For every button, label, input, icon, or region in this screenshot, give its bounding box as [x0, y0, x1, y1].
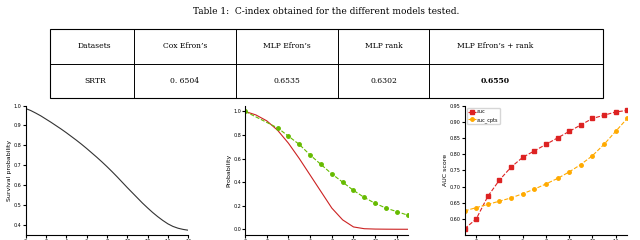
Text: 0.6550: 0.6550 [480, 77, 509, 85]
Text: 0.6302: 0.6302 [370, 77, 397, 85]
Text: Datasets: Datasets [78, 42, 111, 50]
Text: MLP rank: MLP rank [365, 42, 403, 50]
Text: 0.6535: 0.6535 [274, 77, 301, 85]
FancyBboxPatch shape [50, 29, 603, 98]
Text: 0. 6504: 0. 6504 [170, 77, 200, 85]
Text: SRTR: SRTR [84, 77, 106, 85]
Y-axis label: Probability: Probability [227, 154, 232, 187]
Text: Table 1:  C-index obtained for the different models tested.: Table 1: C-index obtained for the differ… [193, 7, 460, 16]
Y-axis label: AUC score: AUC score [443, 154, 448, 186]
Legend: auc, auc_cpts: auc, auc_cpts [467, 108, 500, 124]
Text: MLP Efron’s + rank: MLP Efron’s + rank [457, 42, 533, 50]
Text: Cox Efron’s: Cox Efron’s [163, 42, 207, 50]
Y-axis label: Survival probability: Survival probability [7, 140, 12, 201]
Text: MLP Efron’s: MLP Efron’s [264, 42, 311, 50]
